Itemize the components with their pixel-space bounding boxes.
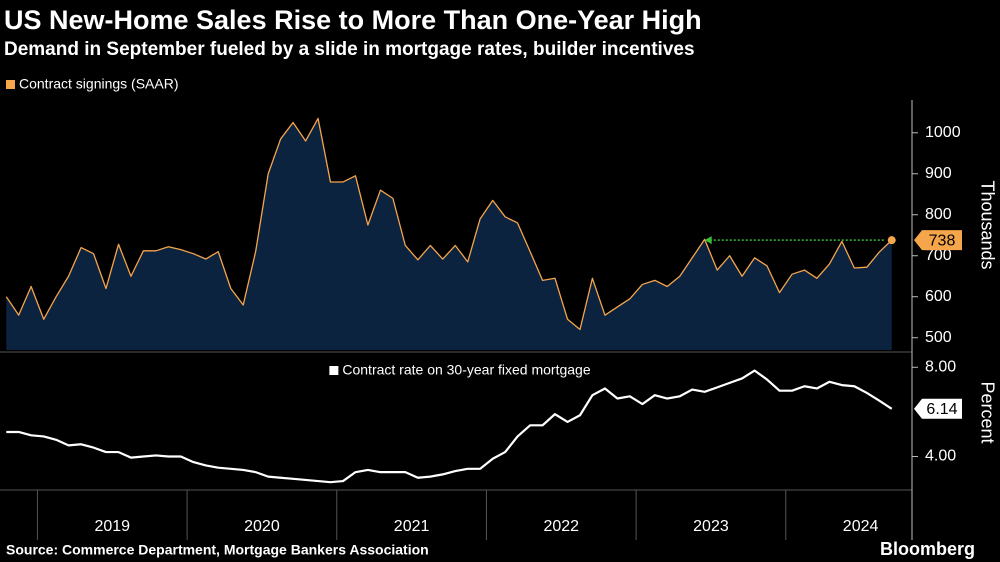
source-note: Source: Commerce Department, Mortgage Ba… (6, 542, 429, 558)
legend-label: Contract rate on 30-year fixed mortgage (342, 362, 590, 378)
x-tick-label: 2022 (543, 518, 579, 535)
legend: Contract rate on 30-year fixed mortgage (323, 360, 597, 380)
series-line (5, 117, 893, 331)
legend-swatch (329, 366, 339, 375)
brand: Bloomberg (880, 539, 975, 559)
chart-subtitle: Demand in September fueled by a slide in… (4, 39, 695, 60)
y-tick-label: 800 (925, 206, 952, 223)
y-tick-label: 700 (925, 247, 952, 264)
value-label: 6.14 (926, 401, 957, 418)
annotation-arrowhead (704, 236, 712, 245)
series-line (6, 369, 893, 484)
value-callout (914, 230, 962, 251)
legend-swatch (6, 80, 15, 89)
y-axis-label: Percent (977, 381, 997, 443)
y-axis-label: Thousands (977, 180, 997, 269)
chart-title: US New-Home Sales Rise to More Than One-… (4, 5, 702, 35)
x-tick-label: 2024 (843, 518, 879, 535)
area-fill (6, 118, 892, 350)
last-point (887, 236, 896, 245)
y-tick-label: 900 (925, 165, 952, 182)
legend-label: Contract signings (SAAR) (19, 76, 179, 92)
value-callout (914, 398, 962, 419)
x-tick-label: 2019 (94, 518, 130, 535)
x-tick-label: 2023 (693, 518, 729, 535)
x-tick-label: 2020 (244, 518, 280, 535)
legend-background (323, 360, 597, 380)
y-tick-label: 500 (925, 329, 952, 346)
y-tick-label: 600 (925, 288, 952, 305)
x-tick-label: 2021 (394, 518, 430, 535)
y-tick-label: 4.00 (925, 448, 956, 465)
y-tick-label: 1000 (925, 124, 961, 141)
y-tick-label: 8.00 (925, 358, 956, 375)
value-label: 738 (929, 232, 956, 249)
